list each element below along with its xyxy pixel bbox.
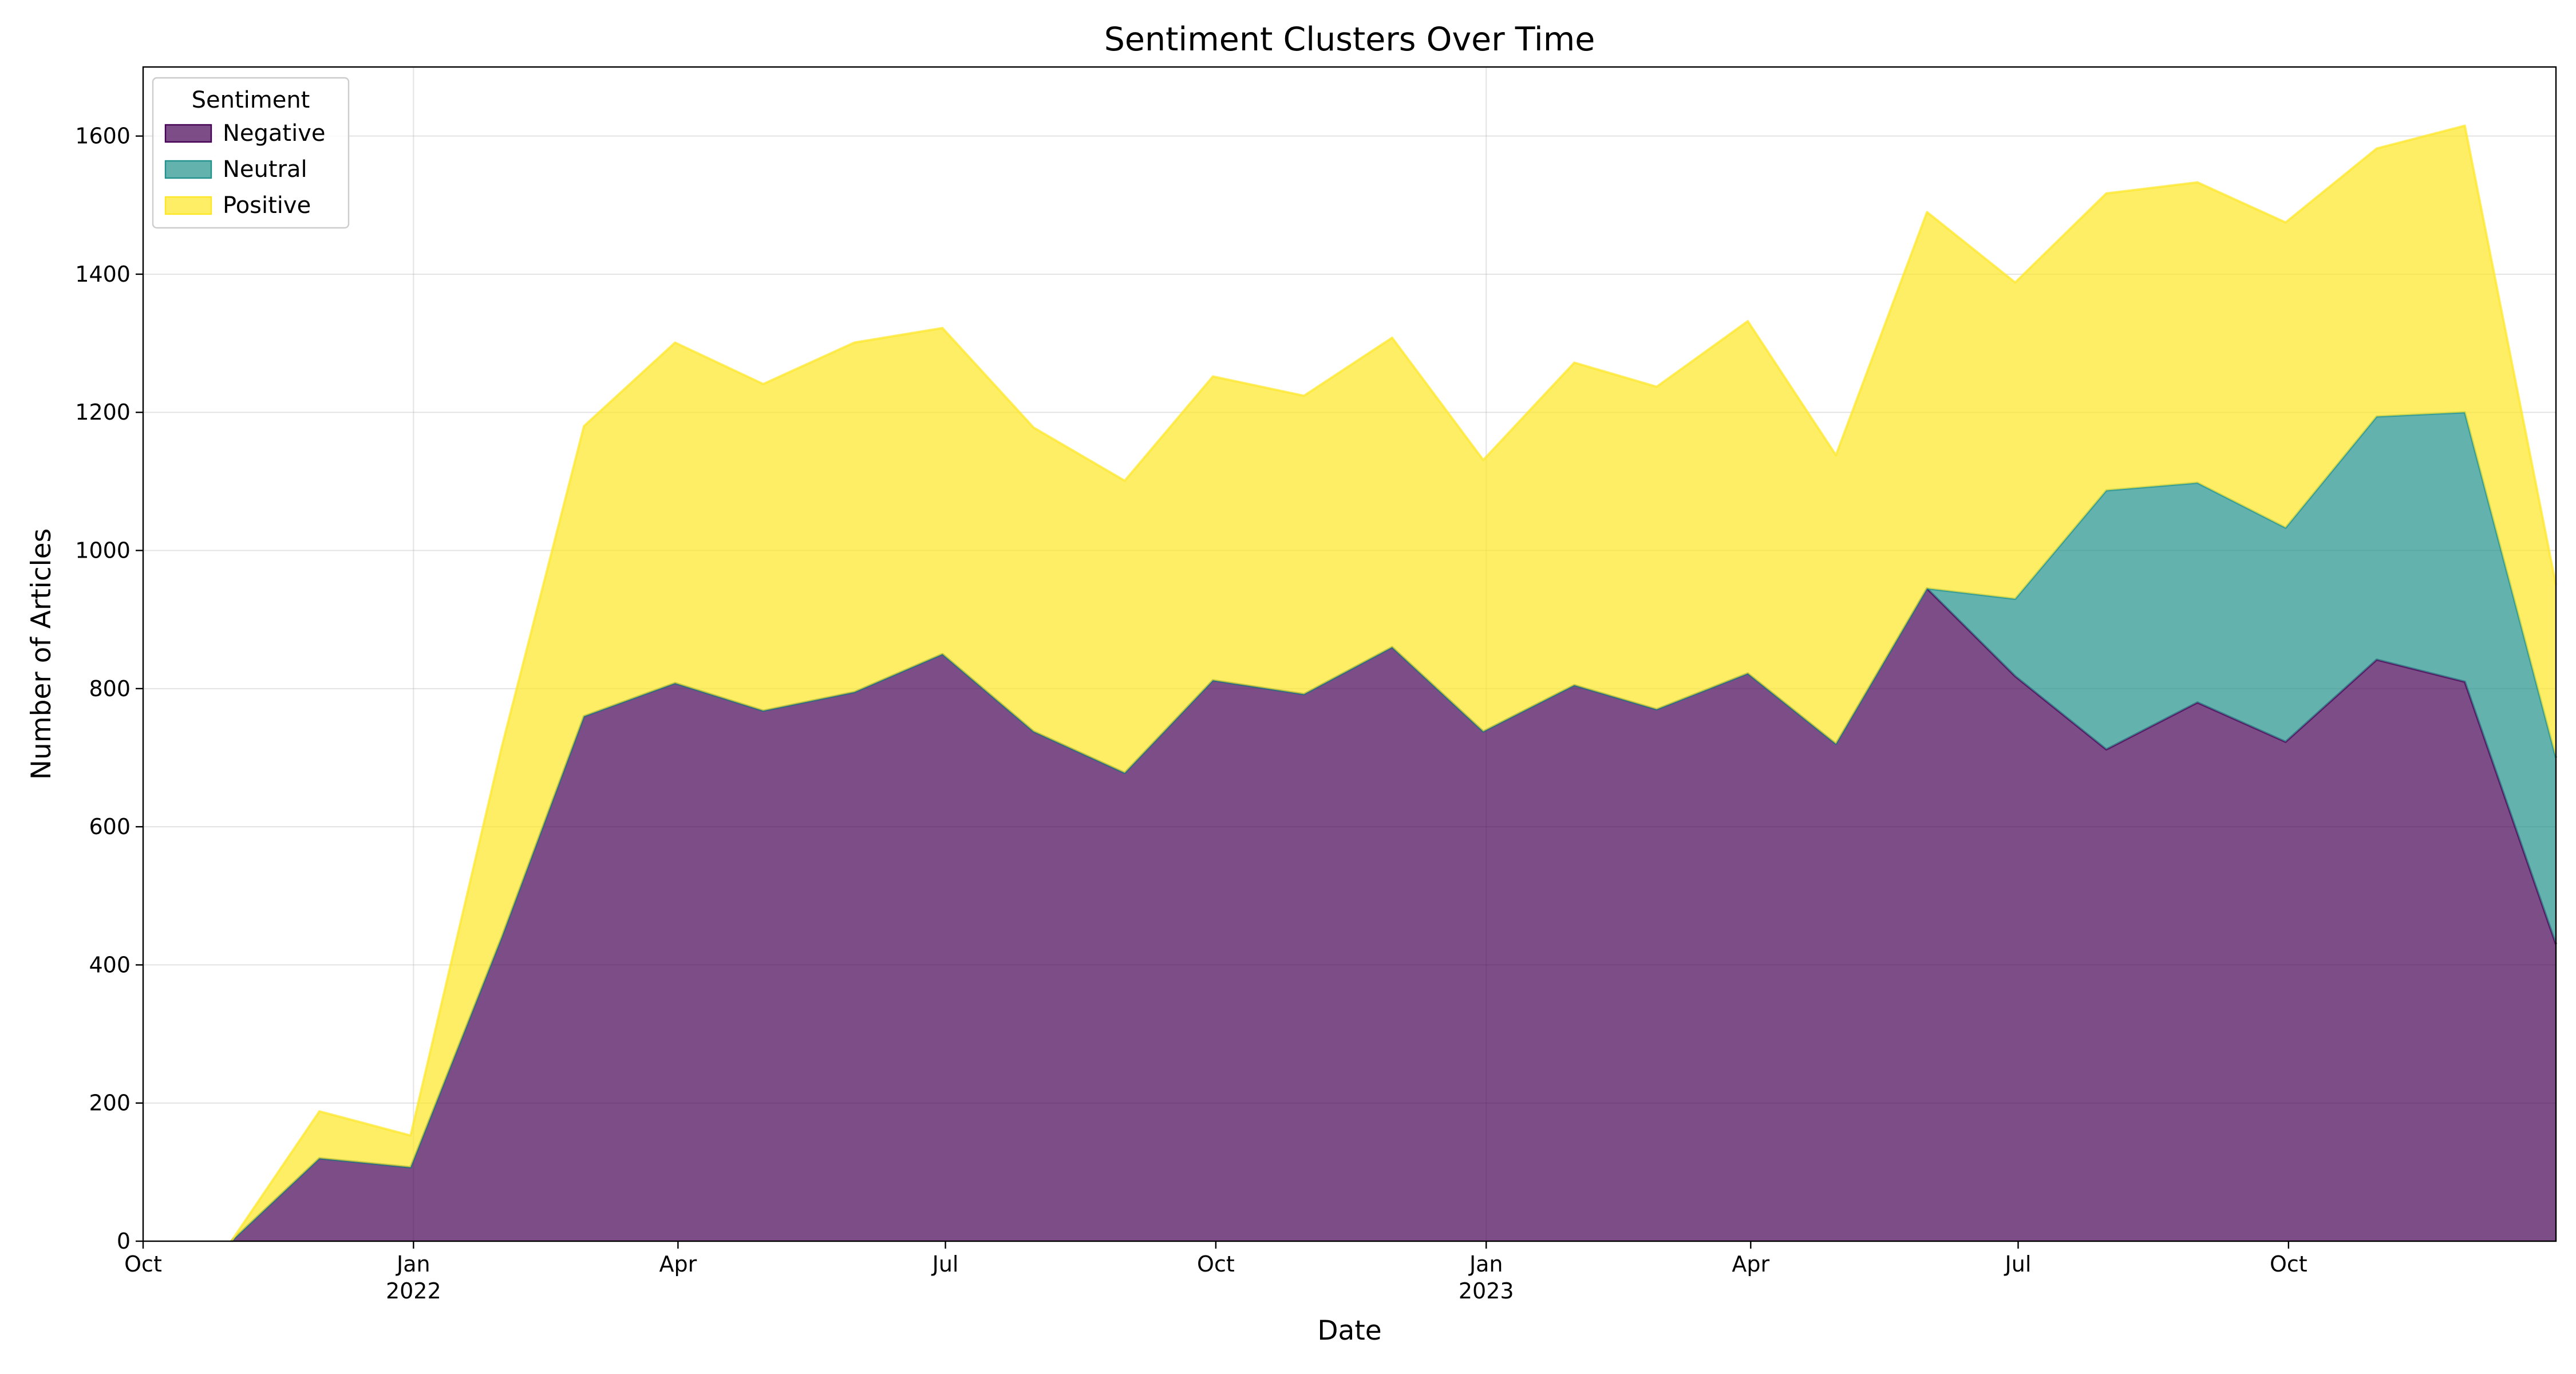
x-tick-label: Oct — [1197, 1251, 1235, 1277]
y-tick-label: 1600 — [75, 124, 131, 149]
legend-label-negative: Negative — [223, 120, 326, 147]
legend-label-positive: Positive — [223, 192, 311, 219]
area-negative — [231, 588, 2556, 1241]
x-tick-label: Jul — [931, 1251, 959, 1277]
chart-title: Sentiment Clusters Over Time — [1104, 21, 1595, 58]
x-tick-label: Jan — [1468, 1251, 1503, 1277]
x-tick-label: Oct — [2270, 1251, 2308, 1277]
y-tick-label: 1400 — [75, 262, 131, 287]
y-tick-label: 1000 — [75, 538, 131, 563]
x-tick-label: Oct — [124, 1251, 162, 1277]
y-tick-label: 0 — [117, 1229, 131, 1254]
y-tick-label: 400 — [89, 952, 131, 977]
y-tick-label: 600 — [89, 814, 131, 839]
area-series — [230, 124, 2557, 1242]
legend-title: Sentiment — [192, 87, 310, 113]
legend-box — [152, 77, 350, 229]
x-tick-label: Jul — [2004, 1251, 2032, 1277]
x-tick-label: Jan — [396, 1251, 430, 1277]
y-tick-label: 200 — [89, 1091, 131, 1116]
x-tick-year-label: 2022 — [386, 1278, 441, 1304]
legend-label-neutral: Neutral — [223, 156, 307, 183]
x-tick-label: Apr — [1732, 1251, 1769, 1277]
legend-swatch-positive — [164, 196, 212, 215]
legend: Sentiment Negative Neutral Positive — [152, 77, 350, 229]
area-neutral — [231, 412, 2556, 1242]
x-axis-title: Date — [1317, 1315, 1381, 1347]
x-tick-year-label: 2023 — [1459, 1278, 1514, 1304]
legend-swatch-neutral — [164, 160, 212, 179]
area-positive — [231, 125, 2556, 1242]
plot-frame — [142, 66, 2557, 1242]
legend-swatch-negative — [164, 124, 212, 143]
y-tick-label: 1200 — [75, 400, 131, 425]
y-tick-label: 800 — [89, 676, 131, 701]
x-tick-label: Apr — [659, 1251, 697, 1277]
y-axis-title: Number of Articles — [26, 528, 57, 780]
area-edge-positive — [230, 124, 2557, 1242]
